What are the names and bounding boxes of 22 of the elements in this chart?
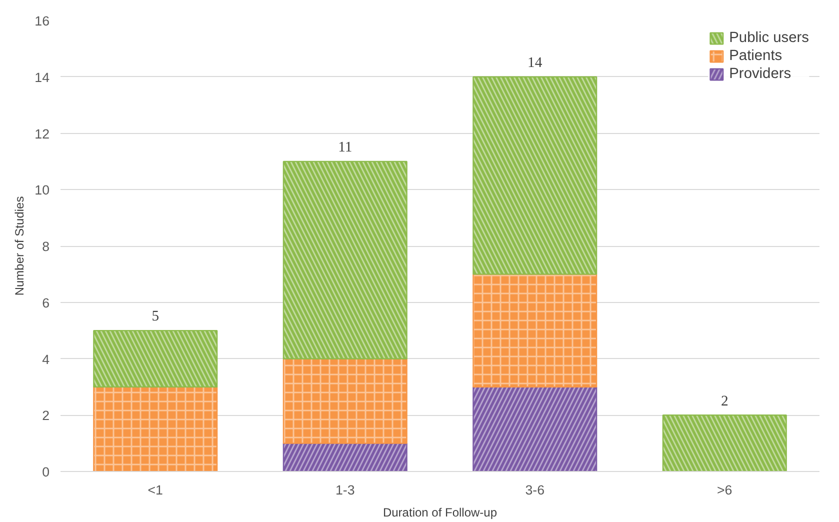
x-tick-label: 3-6: [525, 482, 545, 498]
legend-label: Public users: [729, 30, 809, 46]
x-axis-title: Duration of Follow-up: [382, 506, 498, 520]
legend-label: Patients: [729, 48, 782, 64]
total-label: 2: [720, 393, 728, 410]
y-axis-title: Number of Studies: [12, 196, 27, 296]
y-tick-label: 14: [34, 70, 50, 85]
y-tick-label: 4: [42, 352, 50, 367]
legend-label: Providers: [729, 66, 792, 82]
y-tick-label: 0: [42, 464, 50, 480]
x-tick-label: 1-3: [335, 482, 355, 498]
y-tick-label: 10: [34, 182, 50, 198]
y-tick-label: 12: [34, 126, 50, 142]
x-tick-label: <1: [148, 482, 163, 498]
y-tick-label: 8: [42, 239, 50, 254]
total-label: 5: [152, 308, 160, 325]
y-tick-label: 2: [42, 408, 50, 424]
y-tick-label: 16: [34, 14, 50, 28]
total-label: 14: [528, 55, 543, 72]
y-tick-label: 6: [42, 295, 50, 310]
x-tick-label: >6: [717, 482, 732, 498]
total-label: 11: [338, 140, 352, 156]
